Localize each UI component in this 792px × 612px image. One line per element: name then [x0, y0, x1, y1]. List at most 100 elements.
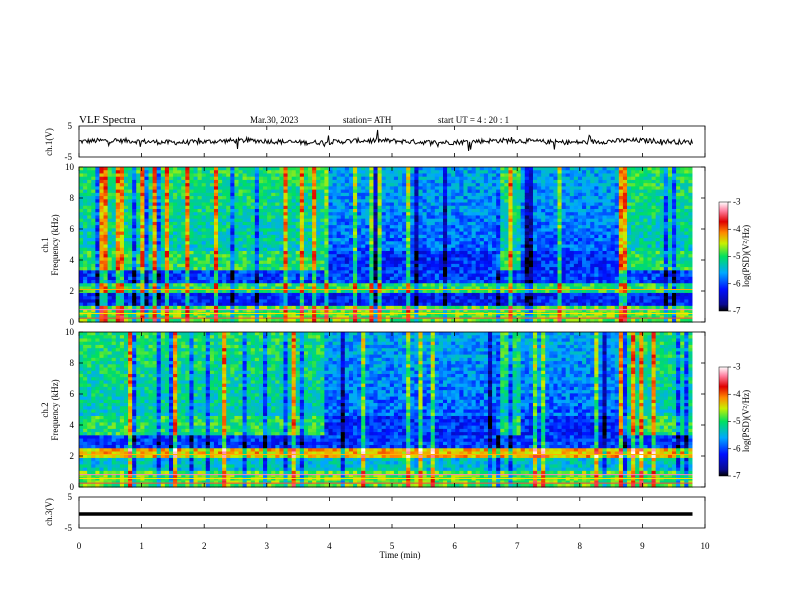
- spectrogram-cell: [160, 292, 166, 297]
- spectrogram-cell: [152, 202, 158, 207]
- spectrogram-cell: [99, 170, 105, 175]
- spectrogram-cell: [164, 318, 170, 323]
- spectrogram-cell: [230, 205, 236, 210]
- spectrogram-cell: [160, 257, 166, 262]
- spectrogram-cell: [242, 202, 248, 207]
- spectrogram-cell: [189, 257, 195, 262]
- spectrogram-cell: [181, 257, 186, 262]
- spectrogram-cell: [164, 199, 170, 204]
- spectrogram-cell: [258, 286, 264, 291]
- spectrogram-cell: [87, 270, 92, 275]
- spectrogram-cell: [201, 231, 207, 236]
- spectrogram-cell: [205, 289, 211, 294]
- spectrogram-cell: [267, 296, 272, 300]
- spectrogram-cell: [209, 267, 215, 271]
- spectrogram-cell: [119, 238, 125, 242]
- spectrogram-cell: [226, 179, 231, 184]
- spectrogram-cell: [128, 296, 133, 300]
- spectrogram-cell: [95, 225, 101, 229]
- spectrogram-cell: [189, 309, 195, 313]
- spectrogram-cell: [189, 238, 195, 242]
- spectrogram-cell: [128, 212, 133, 217]
- spectrogram-cell: [177, 192, 182, 197]
- spectrogram-cell: [267, 199, 272, 204]
- spectrogram-cell: [136, 208, 141, 213]
- spectrogram-cell: [226, 215, 231, 220]
- spectrogram-cell: [111, 170, 117, 175]
- spectrogram-cell: [230, 247, 236, 252]
- spectrogram-cell: [132, 244, 137, 249]
- spectrogram-cell: [250, 244, 256, 249]
- spectrogram-cell: [144, 260, 150, 265]
- spectrogram-cell: [136, 170, 141, 175]
- spectrogram-cell: [156, 273, 162, 278]
- spectrogram-cell: [295, 205, 301, 210]
- spectrogram-cell: [136, 273, 141, 278]
- spectrogram-cell: [177, 208, 182, 213]
- spectrogram-cell: [197, 289, 203, 294]
- spectrogram-cell: [209, 276, 215, 281]
- spectrogram-cell: [246, 215, 252, 220]
- spectrogram-cell: [242, 312, 248, 317]
- spectrogram-cell: [267, 218, 272, 223]
- spectrogram-cell: [91, 176, 96, 181]
- spectrogram-cell: [201, 283, 207, 288]
- spectrogram-cell: [263, 296, 268, 300]
- spectrogram-cell: [123, 286, 129, 291]
- spectrogram-cell: [148, 208, 154, 213]
- spectrogram-cell: [111, 225, 117, 229]
- spectrogram-cell: [209, 273, 215, 278]
- spectrogram-cell: [234, 250, 240, 255]
- spectrogram-cell: [107, 202, 113, 207]
- spectrogram-cell: [181, 234, 186, 239]
- spectrogram-cell: [103, 276, 109, 281]
- spectrogram-cell: [287, 215, 293, 220]
- spectrogram-cell: [91, 263, 96, 268]
- spectrogram-cell: [291, 312, 297, 317]
- spectrogram-cell: [164, 212, 170, 217]
- spectrogram-cell: [83, 183, 88, 187]
- spectrogram-cell: [222, 280, 227, 284]
- spectrogram-cell: [181, 199, 186, 204]
- spectrogram-cell: [263, 273, 268, 278]
- spectrogram-cell: [238, 309, 244, 313]
- spectrogram-cell: [295, 270, 301, 275]
- spectrogram-cell: [201, 183, 207, 187]
- spectrogram-cell: [263, 238, 268, 242]
- spectrogram-cell: [136, 225, 141, 229]
- spectrogram-cell: [197, 315, 203, 320]
- spectrogram-cell: [242, 228, 248, 233]
- spectrogram-cell: [201, 309, 207, 313]
- spectrogram-cell: [156, 289, 162, 294]
- spectrogram-cell: [271, 189, 276, 194]
- spectrogram-cell: [226, 234, 231, 239]
- spectrogram-cell: [99, 292, 105, 297]
- spectrogram-cell: [263, 167, 268, 171]
- spectrogram-cell: [283, 192, 289, 197]
- spectrogram-cell: [87, 286, 92, 291]
- spectrogram-cell: [95, 305, 101, 310]
- spectrogram-cell: [201, 208, 207, 213]
- spectrogram-cell: [140, 179, 146, 184]
- spectrogram-cell: [242, 250, 248, 255]
- spectrogram-cell: [275, 312, 280, 317]
- spectrogram-cell: [185, 305, 191, 310]
- spectrogram-cell: [95, 254, 101, 259]
- spectrogram-cell: [119, 167, 125, 171]
- spectrogram-cell: [193, 276, 199, 281]
- spectrogram-cell: [177, 267, 182, 271]
- spectrogram-cell: [119, 199, 125, 204]
- spectrogram-cell: [152, 254, 158, 259]
- spectrogram-cell: [185, 267, 191, 271]
- spectrogram-cell: [279, 280, 285, 284]
- spectrogram-cell: [234, 173, 240, 178]
- spectrogram-cell: [197, 254, 203, 259]
- spectrogram-cell: [254, 225, 260, 229]
- spectrogram-cell: [148, 289, 154, 294]
- spectrogram-cell: [160, 247, 166, 252]
- spectrogram-cell: [238, 280, 244, 284]
- spectrogram-cell: [83, 280, 88, 284]
- spectrogram-cell: [226, 292, 231, 297]
- spectrogram-cell: [242, 263, 248, 268]
- spectrogram-cell: [123, 276, 129, 281]
